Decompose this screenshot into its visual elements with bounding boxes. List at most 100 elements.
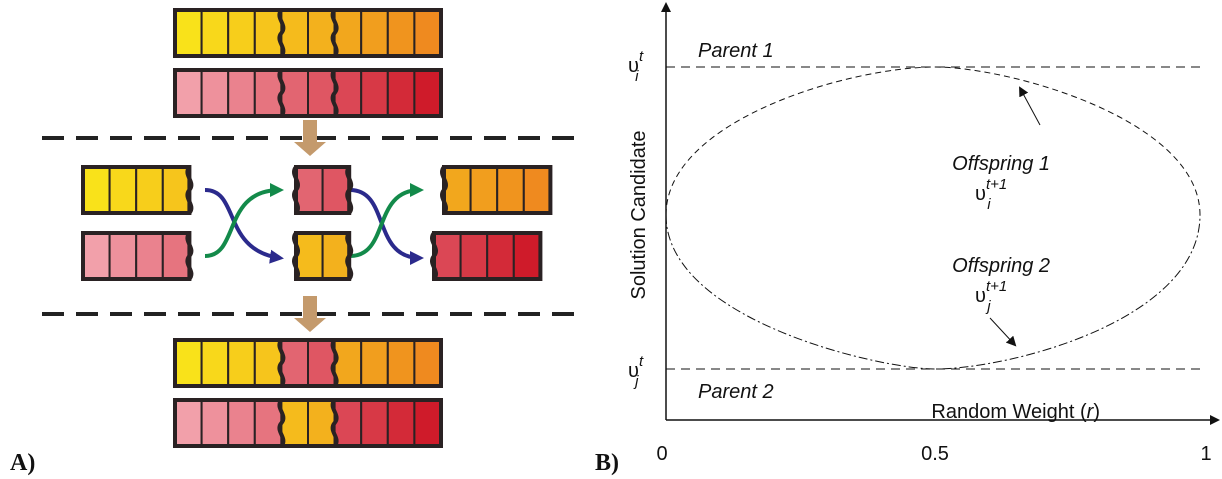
gene: [335, 400, 362, 446]
gene: [335, 70, 362, 116]
gene: [202, 400, 229, 446]
symbol-sup: t+1: [986, 176, 1007, 193]
x-tick-label: 0: [656, 443, 667, 465]
gene: [175, 10, 202, 56]
panel-b: 0 0.5 1 Solution Candidate Random Weight…: [595, 4, 1218, 476]
gene: [281, 340, 308, 386]
x-axis-label: Random Weight (r): [931, 401, 1100, 423]
gene: [296, 233, 323, 279]
gene: [202, 340, 229, 386]
chromosome: [175, 10, 441, 56]
chromosome: [83, 233, 191, 279]
gene: [414, 340, 441, 386]
symbol-sub: j: [985, 298, 991, 315]
offspring-curve: [666, 215, 1200, 369]
gene: [110, 233, 137, 279]
symbol: υt+1 i: [975, 176, 1007, 213]
gene: [163, 167, 190, 213]
swap-arrow: [205, 190, 280, 258]
gene: [497, 167, 524, 213]
x-tick-label: 1: [1200, 443, 1211, 465]
gene: [434, 233, 461, 279]
chromosome: [83, 167, 191, 213]
gene: [414, 400, 441, 446]
symbol-sup: t: [639, 353, 644, 370]
gene: [323, 233, 350, 279]
gene: [487, 233, 514, 279]
gene: [136, 167, 163, 213]
swap-arrow: [205, 190, 280, 256]
gene: [471, 167, 498, 213]
gene: [202, 70, 229, 116]
chromosome: [175, 70, 441, 116]
swap-arrow: [350, 190, 420, 256]
parent-label: Parent 1: [698, 40, 774, 62]
gene: [83, 167, 110, 213]
offspring-curve: [666, 67, 1200, 215]
chromosome: [294, 233, 351, 279]
gene: [255, 70, 282, 116]
gene: [388, 70, 415, 116]
gene: [335, 10, 362, 56]
gene: [175, 340, 202, 386]
swap-arrow: [350, 190, 420, 258]
offspring-label: Offspring 2: [952, 255, 1050, 277]
gene: [524, 167, 551, 213]
parent-label: Parent 2: [698, 381, 774, 403]
panel-a: A): [10, 10, 575, 476]
pointer: [1020, 88, 1040, 125]
gene: [308, 70, 335, 116]
gene: [388, 400, 415, 446]
gene: [281, 10, 308, 56]
gene: [228, 340, 255, 386]
gene: [228, 70, 255, 116]
gene: [308, 10, 335, 56]
gene: [163, 233, 190, 279]
pointer: [990, 318, 1015, 345]
gene: [461, 233, 488, 279]
symbol: υtj: [628, 353, 644, 390]
gene: [514, 233, 541, 279]
gene: [255, 340, 282, 386]
gene: [414, 10, 441, 56]
gene: [308, 400, 335, 446]
gene: [83, 233, 110, 279]
gene: [323, 167, 350, 213]
gene: [281, 70, 308, 116]
symbol: υt+1 j: [975, 278, 1007, 315]
gene: [414, 70, 441, 116]
chromosome: [442, 167, 550, 213]
y-axis-label: Solution Candidate: [628, 130, 650, 299]
chromosome: [175, 400, 441, 446]
offspring-label: Offspring 1: [952, 153, 1050, 175]
symbol-sub: i: [987, 196, 991, 213]
gene: [361, 340, 388, 386]
gene: [308, 340, 335, 386]
symbol-sup: t+1: [986, 278, 1007, 295]
gene: [175, 400, 202, 446]
gene: [361, 400, 388, 446]
gene: [296, 167, 323, 213]
gene: [136, 233, 163, 279]
chromosome: [175, 340, 441, 386]
gene: [361, 10, 388, 56]
symbol-base: υ: [975, 285, 986, 307]
gene: [255, 400, 282, 446]
gene: [444, 167, 471, 213]
gene: [255, 10, 282, 56]
gene: [228, 10, 255, 56]
gene: [388, 340, 415, 386]
gene: [335, 340, 362, 386]
gene: [175, 70, 202, 116]
chromosome: [294, 167, 351, 213]
gene: [388, 10, 415, 56]
symbol-base: υ: [975, 183, 986, 205]
gene: [202, 10, 229, 56]
chromosome: [432, 233, 540, 279]
panel-label: B): [595, 450, 619, 476]
gene: [281, 400, 308, 446]
symbol-sup: t: [639, 48, 644, 65]
gene: [228, 400, 255, 446]
gene: [110, 167, 137, 213]
